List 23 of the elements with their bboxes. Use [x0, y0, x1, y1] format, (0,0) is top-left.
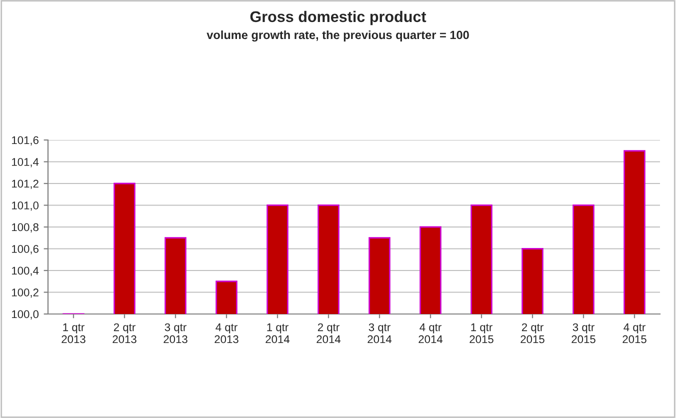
x-tick-label: 2 qtr 2013 [112, 323, 136, 344]
y-tick-label: 101,6 [12, 136, 38, 146]
y-tick-label: 100,4 [12, 266, 39, 276]
y-tick-label: 101,2 [12, 180, 38, 189]
x-tick-label: 3 qtr 2014 [368, 323, 392, 344]
x-tick-label: 4 qtr 2015 [622, 323, 646, 344]
y-tick-label: 100,0 [12, 310, 39, 320]
y-tick-label: 100,2 [12, 288, 38, 298]
y-tick-label: 101,4 [12, 158, 39, 168]
x-tick-label: 4 qtr 2013 [214, 323, 238, 344]
x-tick-label: 1 qtr 2014 [266, 323, 290, 344]
chart-title: Gross domestic product [250, 10, 426, 26]
x-tick-label: 1 qtr 2013 [62, 323, 86, 344]
x-tick-label: 3 qtr 2015 [572, 323, 596, 344]
x-tick-label: 3 qtr 2013 [164, 323, 188, 344]
y-tick-label: 100,8 [12, 223, 38, 232]
x-tick-label: 2 qtr 2014 [316, 323, 341, 344]
x-tick-label: 4 qtr 2014 [418, 323, 443, 344]
y-tick-label: 100,6 [12, 245, 38, 254]
chart-subtitle: volume growth rate, the previous quarter = 100 [206, 30, 469, 42]
x-tick-label: 1 qtr 2015 [470, 323, 494, 344]
y-tick-label: 101,0 [12, 202, 39, 211]
x-tick-label: 2 qtr 2015 [520, 323, 544, 344]
